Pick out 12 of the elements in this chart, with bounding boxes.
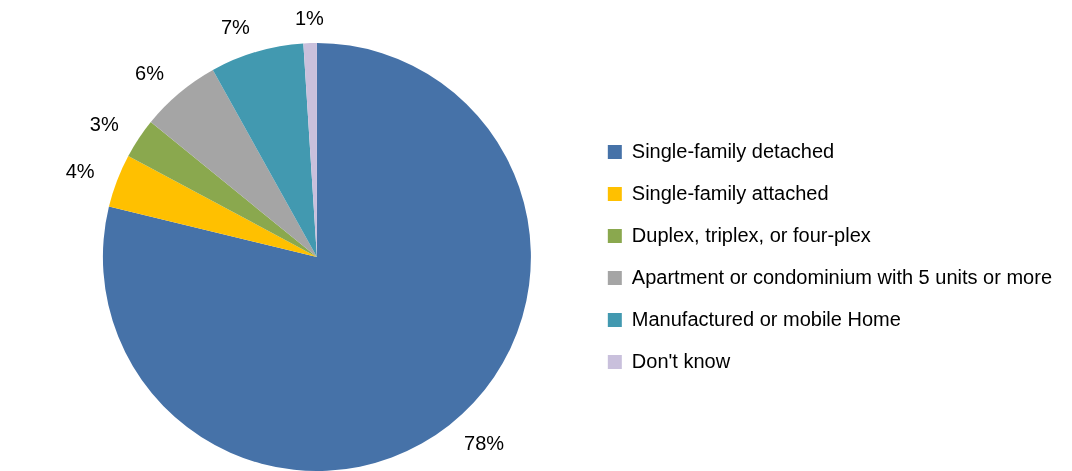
legend-label: Single-family detached bbox=[631, 139, 835, 162]
legend-label: Don't know bbox=[631, 349, 731, 372]
legend-label: Single-family attached bbox=[631, 181, 829, 204]
data-label: 3% bbox=[89, 112, 119, 135]
data-label: 4% bbox=[65, 159, 95, 182]
legend-label: Apartment or condominium with 5 units or more bbox=[631, 265, 1053, 288]
legend-label: Duplex, triplex, or four-plex bbox=[631, 223, 871, 246]
data-label: 78% bbox=[464, 431, 505, 454]
data-label: 7% bbox=[220, 16, 251, 39]
data-label: 1% bbox=[294, 6, 325, 29]
legend-label: Manufactured or mobile Home bbox=[631, 307, 901, 330]
data-label: 6% bbox=[135, 62, 165, 85]
